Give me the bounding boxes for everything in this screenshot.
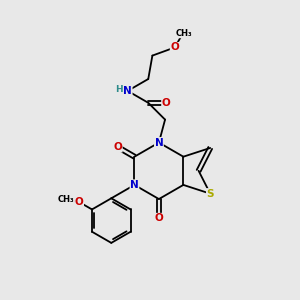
Text: O: O [75, 197, 83, 207]
Text: S: S [206, 189, 214, 199]
Text: O: O [170, 43, 179, 52]
Text: O: O [154, 213, 163, 224]
Text: N: N [154, 138, 163, 148]
Text: CH₃: CH₃ [176, 29, 193, 38]
Text: N: N [130, 180, 139, 190]
Text: O: O [113, 142, 122, 152]
Text: H: H [116, 85, 123, 94]
Text: O: O [162, 98, 170, 108]
Text: CH₃: CH₃ [58, 195, 74, 204]
Text: N: N [123, 86, 132, 96]
